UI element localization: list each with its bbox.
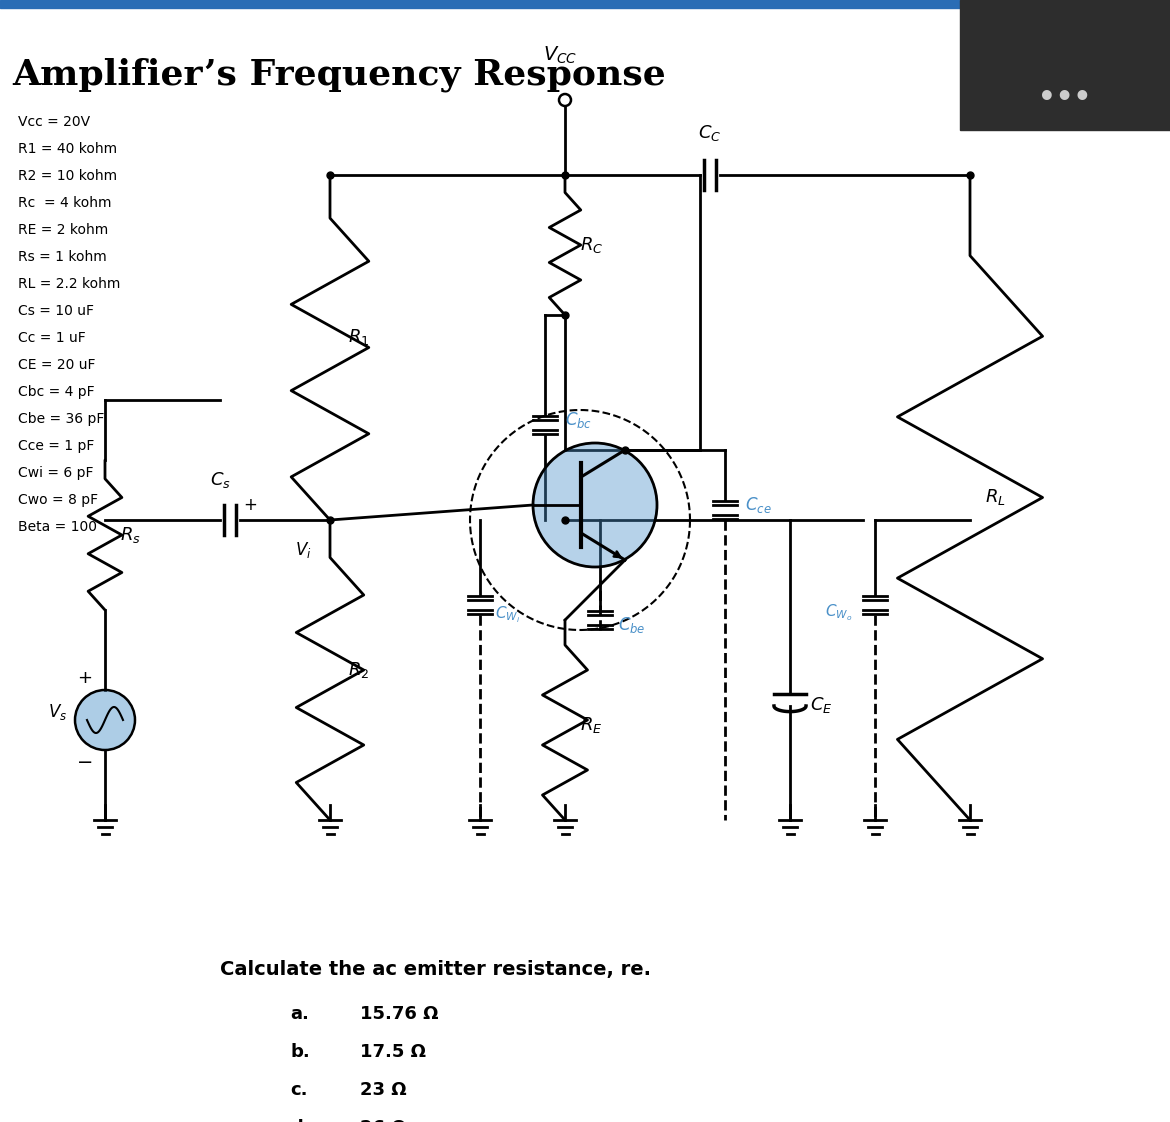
Text: Rs = 1 kohm: Rs = 1 kohm	[18, 250, 106, 264]
Text: RE = 2 kohm: RE = 2 kohm	[18, 223, 109, 237]
Text: +: +	[243, 496, 257, 514]
Text: 17.5 Ω: 17.5 Ω	[360, 1043, 426, 1061]
Text: $V_i$: $V_i$	[296, 540, 312, 560]
Text: Cce = 1 pF: Cce = 1 pF	[18, 439, 95, 453]
Text: $V_s$: $V_s$	[48, 702, 67, 721]
Text: 23 Ω: 23 Ω	[360, 1080, 407, 1100]
Circle shape	[75, 690, 135, 749]
Text: a.: a.	[290, 1005, 309, 1023]
Text: $V_{CC}$: $V_{CC}$	[543, 45, 577, 66]
Text: −: −	[77, 753, 94, 772]
Text: 26 Ω: 26 Ω	[360, 1119, 407, 1122]
Text: Cwi = 6 pF: Cwi = 6 pF	[18, 466, 94, 480]
Text: RL = 2.2 kohm: RL = 2.2 kohm	[18, 277, 121, 291]
Text: Calculate the ac emitter resistance, re.: Calculate the ac emitter resistance, re.	[220, 960, 651, 980]
Text: Cwo = 8 pF: Cwo = 8 pF	[18, 493, 98, 507]
Bar	[0, 0, 1170, 8]
Text: $R_C$: $R_C$	[580, 234, 604, 255]
Text: R1 = 40 kohm: R1 = 40 kohm	[18, 142, 117, 156]
Text: Cbe = 36 pF: Cbe = 36 pF	[18, 412, 104, 426]
Text: $C_s$: $C_s$	[209, 470, 230, 490]
Text: $C_{W_i}$: $C_{W_i}$	[495, 605, 521, 625]
Text: $C_E$: $C_E$	[810, 695, 833, 715]
Text: $C_{bc}$: $C_{bc}$	[565, 410, 592, 430]
Text: $C_{be}$: $C_{be}$	[618, 615, 646, 635]
Text: Rc  = 4 kohm: Rc = 4 kohm	[18, 196, 111, 210]
Text: $R_E$: $R_E$	[580, 715, 603, 735]
Text: Vcc = 20V: Vcc = 20V	[18, 114, 90, 129]
Text: 15.76 Ω: 15.76 Ω	[360, 1005, 439, 1023]
Text: $R_1$: $R_1$	[347, 327, 370, 347]
Circle shape	[534, 443, 658, 567]
Text: b.: b.	[290, 1043, 310, 1061]
Text: d.: d.	[290, 1119, 310, 1122]
Text: R2 = 10 kohm: R2 = 10 kohm	[18, 169, 117, 183]
Text: $C_{W_o}$: $C_{W_o}$	[825, 603, 853, 624]
Text: $R_s$: $R_s$	[121, 525, 140, 545]
Bar	[961, 0, 1170, 130]
Text: $R_2$: $R_2$	[347, 660, 370, 680]
Text: Cbc = 4 pF: Cbc = 4 pF	[18, 385, 95, 399]
Text: Beta = 100: Beta = 100	[18, 519, 97, 534]
Text: $R_L$: $R_L$	[985, 487, 1006, 507]
Text: $C_{ce}$: $C_{ce}$	[745, 495, 772, 515]
Text: $C_C$: $C_C$	[698, 123, 722, 142]
Text: c.: c.	[290, 1080, 308, 1100]
Text: Amplifier’s Frequency Response: Amplifier’s Frequency Response	[12, 57, 666, 92]
Text: CE = 20 uF: CE = 20 uF	[18, 358, 96, 373]
Text: Cc = 1 uF: Cc = 1 uF	[18, 331, 85, 344]
Text: •••: •••	[1039, 84, 1092, 112]
Text: +: +	[77, 669, 92, 687]
Text: Cs = 10 uF: Cs = 10 uF	[18, 304, 94, 318]
